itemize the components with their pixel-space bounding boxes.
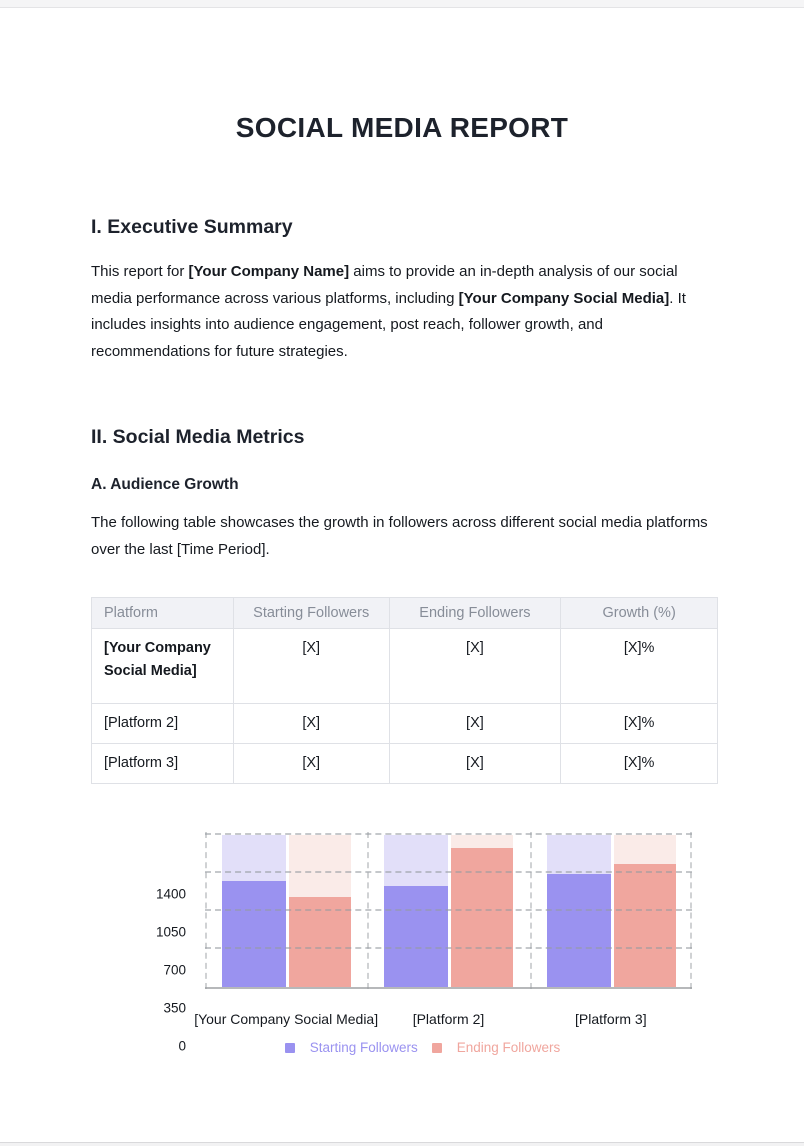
heading-executive-summary: I. Executive Summary bbox=[91, 216, 293, 238]
table-cell: [Platform 3] bbox=[91, 743, 234, 784]
bar-ending-followers bbox=[451, 847, 514, 987]
placeholder-bold-text: [Your Company Social Media] bbox=[458, 289, 670, 307]
table-cell: [X] bbox=[388, 628, 562, 704]
table-cell: [X] bbox=[232, 628, 390, 704]
bar-ending-followers bbox=[289, 896, 351, 987]
paragraph-text: This report for bbox=[91, 263, 189, 280]
y-axis-tick-label: 0 bbox=[178, 1038, 186, 1053]
table-cell: [X]% bbox=[560, 628, 718, 704]
table-row: [Platform 3] [X] [X] [X]% bbox=[91, 743, 718, 784]
category-separator-gridline bbox=[529, 832, 532, 989]
table-header-cell: Platform bbox=[91, 597, 234, 629]
table-cell: [Your Company Social Media] bbox=[91, 628, 234, 704]
audience-growth-paragraph: The following table showcases the growth… bbox=[91, 514, 708, 558]
table-cell: [Platform 2] bbox=[91, 703, 234, 744]
table-cell: [X] bbox=[388, 703, 562, 744]
table-cell: [X] bbox=[232, 743, 390, 784]
document-page: SOCIAL MEDIA REPORT I. Executive Summary… bbox=[0, 8, 804, 1142]
table-header-cell: Ending Followers bbox=[388, 597, 562, 629]
legend-item: Starting Followers bbox=[284, 1040, 418, 1055]
chart-legend: Starting Followers Ending Followers bbox=[179, 1040, 666, 1055]
y-axis-tick-label: 700 bbox=[163, 962, 186, 978]
executive-summary-paragraph: This report for [Your Company Name] aims… bbox=[91, 259, 713, 365]
heading-social-media-metrics: II. Social Media Metrics bbox=[91, 426, 305, 448]
page-gap-top bbox=[0, 0, 804, 8]
table-cell: [X] bbox=[388, 743, 562, 784]
table-row: [Platform 2] [X] [X] [X]% bbox=[91, 703, 718, 744]
paragraph-text: . It includes insights into audience eng… bbox=[91, 289, 686, 360]
legend-swatch-icon bbox=[431, 1042, 442, 1053]
y-axis-tick-label: 1400 bbox=[155, 886, 186, 902]
x-axis-category-label: [Platform 3] bbox=[575, 1011, 647, 1027]
category-separator-gridline bbox=[367, 832, 370, 989]
followers-bar-chart: [Your Company Social Media] [Platform 2] [… bbox=[140, 832, 692, 1055]
chart-plot-area bbox=[205, 832, 692, 989]
legend-label: Starting Followers bbox=[309, 1040, 418, 1055]
bar-starting-followers bbox=[384, 886, 449, 987]
legend-swatch-icon bbox=[284, 1042, 295, 1053]
y-axis-tick-label: 1050 bbox=[155, 924, 186, 940]
table-header-cell: Starting Followers bbox=[232, 597, 390, 629]
bar-starting-followers bbox=[222, 881, 286, 987]
y-axis-tick-label: 350 bbox=[163, 1000, 186, 1016]
table-header-cell: Growth (%) bbox=[560, 597, 718, 629]
legend-item: Ending Followers bbox=[431, 1040, 561, 1055]
table-header-row: Platform Starting Followers Ending Followe… bbox=[91, 597, 718, 629]
table-row: [Your Company Social Media] [X] [X] [X]% bbox=[91, 628, 718, 704]
document-title: SOCIAL MEDIA REPORT bbox=[235, 112, 569, 143]
category-separator-gridline bbox=[205, 832, 207, 989]
placeholder-bold-text: [Your Company Name] bbox=[188, 263, 350, 280]
table-cell: [X] bbox=[232, 703, 390, 744]
bar-ending-followers bbox=[613, 864, 676, 987]
table-cell: [X]% bbox=[560, 743, 718, 784]
category-separator-gridline bbox=[690, 832, 692, 989]
table-cell: [X]% bbox=[560, 703, 718, 744]
x-axis-category-label: [Platform 2] bbox=[412, 1011, 485, 1027]
legend-label: Ending Followers bbox=[456, 1040, 561, 1055]
page-gap-bottom bbox=[0, 1142, 804, 1146]
x-axis-category-label: [Your Company Social Media] bbox=[194, 1011, 379, 1027]
heading-audience-growth: A. Audience Growth bbox=[91, 476, 239, 493]
chart-category-axis: [Your Company Social Media] [Platform 2] [… bbox=[140, 1011, 692, 1031]
audience-growth-table: Platform Starting Followers Ending Followe… bbox=[91, 597, 718, 784]
bar-starting-followers bbox=[546, 873, 611, 987]
paragraph-text: aims to provide an in-depth analysis of … bbox=[91, 263, 678, 307]
